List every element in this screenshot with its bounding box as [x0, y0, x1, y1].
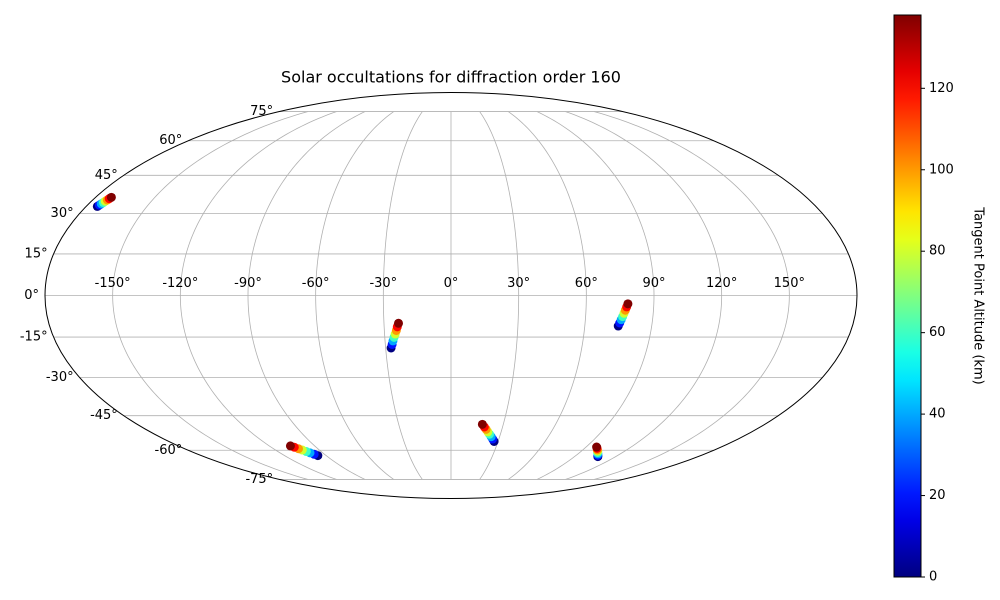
- colorbar-tick-label: 100: [929, 162, 954, 177]
- x-tick-label: 90°: [642, 276, 665, 291]
- colorbar-gradient: [893, 14, 922, 578]
- colorbar: 0 20 40 60 80 100 120 Tangent Point Altitude (k…: [893, 14, 986, 585]
- grid-line: [508, 111, 587, 480]
- data-point: [623, 299, 633, 309]
- y-tick-label: -15°: [20, 330, 48, 345]
- data-point: [477, 419, 487, 429]
- colorbar-label: Tangent Point Altitude (km): [971, 206, 986, 384]
- grid-line: [247, 111, 366, 480]
- data-point: [106, 192, 116, 202]
- x-tick-label: -60°: [302, 276, 330, 291]
- y-tick-label: -45°: [90, 408, 118, 423]
- colorbar-tick-label: 20: [929, 488, 946, 503]
- y-tick-label: 75°: [250, 104, 273, 119]
- grid-line: [112, 111, 308, 480]
- y-tick-label: -30°: [46, 370, 74, 385]
- colorbar-tick-label: 60: [929, 325, 946, 340]
- grid-line: [179, 111, 337, 480]
- x-tick-label: -90°: [234, 276, 262, 291]
- x-tick-label: -120°: [162, 276, 198, 291]
- data-point: [285, 441, 295, 451]
- y-tick-label: 0°: [24, 288, 39, 303]
- grid-line: [536, 111, 655, 480]
- y-tick-label: -75°: [245, 472, 273, 487]
- colorbar-tick-label: 80: [929, 244, 946, 259]
- x-tick-label: -150°: [95, 276, 131, 291]
- chart-title: Solar occultations for diffraction order…: [281, 68, 621, 87]
- x-tick-label: -30°: [369, 276, 397, 291]
- tick-labels: -75° -60° -45° -30° -15° 0° 15° 30° 45° 60° 75° -15…: [20, 104, 805, 487]
- grid: [45, 111, 857, 480]
- map-frame: [44, 92, 858, 499]
- data-point: [592, 442, 602, 452]
- points: [92, 192, 633, 462]
- grid-line: [479, 111, 520, 480]
- y-tick-label: -60°: [155, 443, 183, 458]
- grid-line: [565, 111, 723, 480]
- x-tick-label: 150°: [774, 276, 805, 291]
- y-tick-label: 60°: [159, 133, 182, 148]
- grid-line: [315, 111, 394, 480]
- colorbar-tick-label: 0: [929, 570, 937, 585]
- grid-line: [594, 111, 790, 480]
- y-tick-label: 15°: [25, 246, 48, 261]
- y-tick-label: 45°: [95, 168, 118, 183]
- y-tick-label: 30°: [51, 206, 74, 221]
- colorbar-tick-label: 120: [929, 81, 954, 96]
- grid-line: [382, 111, 423, 480]
- x-tick-label: 30°: [507, 276, 530, 291]
- x-tick-label: 120°: [706, 276, 737, 291]
- data-point: [393, 318, 403, 328]
- x-tick-label: 0°: [444, 276, 459, 291]
- x-tick-label: 60°: [575, 276, 598, 291]
- colorbar-tick-label: 40: [929, 407, 946, 422]
